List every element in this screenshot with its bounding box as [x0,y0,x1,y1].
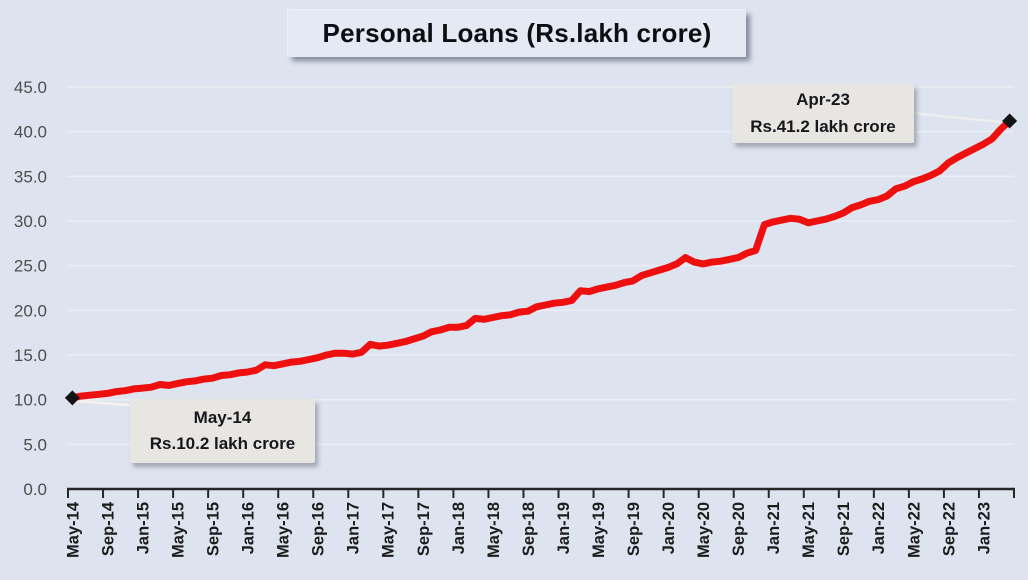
x-tick-label: Jan-17 [345,502,363,554]
chart-title-box: Personal Loans (Rs.lakh crore) [288,10,746,57]
x-tick-label: Jan-23 [975,502,993,554]
x-tick-label: Jan-18 [450,502,468,554]
x-tick-label: Sep-15 [205,502,223,556]
annotation-may14-value: Rs.10.2 lakh crore [149,434,296,453]
marker-diamond-may14 [64,390,80,406]
y-tick-label: 20.0 [14,301,47,320]
callout-leader-may14 [75,399,141,408]
x-tick-label: May-18 [485,502,503,558]
x-tick-label: May-21 [800,502,818,558]
x-tick-label: Jan-19 [555,502,573,554]
y-tick-label: 25.0 [14,257,47,276]
x-tick-label: Sep-20 [730,502,748,556]
x-tick-label: Sep-21 [835,502,853,556]
x-tick-label: May-19 [590,502,608,558]
y-tick-label: 35.0 [14,167,47,186]
annotation-may14-month: May-14 [193,407,252,427]
x-tick-label: May-15 [169,502,187,558]
x-tick-label: Jan-16 [240,502,258,554]
x-tick-label: Jan-20 [660,502,678,554]
x-tick-label: Sep-19 [625,502,643,556]
x-tick-label: Jan-21 [765,502,783,554]
personal-loans-line [68,117,1014,402]
x-tick-label: May-17 [380,502,398,558]
x-tick-label: Sep-22 [940,502,958,556]
annotation-apr23: Apr-23 Rs.41.2 lakh crore [732,84,914,143]
callout-leader-apr23 [911,111,1001,124]
x-tick-label: Sep-17 [415,502,433,556]
chart-title: Personal Loans (Rs.lakh crore) [322,18,712,48]
x-tick-label: May-16 [275,502,293,558]
x-tick-label: Jan-22 [870,502,888,554]
x-tick-label: May-14 [64,501,82,558]
annotation-may14: May-14 Rs.10.2 lakh crore [130,399,315,463]
x-tick-label: May-22 [905,502,923,558]
annotation-apr23-month: Apr-23 [796,90,850,110]
x-tick-label: Jan-15 [134,502,152,554]
x-tick-label: May-20 [695,502,713,558]
y-tick-label: 0.0 [23,480,47,499]
y-tick-label: 40.0 [14,123,47,142]
y-tick-label: 15.0 [14,346,47,365]
x-tick-label: Sep-18 [520,502,538,556]
x-tick-label: Sep-14 [99,501,117,556]
y-tick-label: 10.0 [14,391,47,410]
y-tick-label: 45.0 [14,78,47,97]
annotation-apr23-value: Rs.41.2 lakh crore [750,116,896,136]
y-tick-label: 30.0 [14,212,47,231]
y-tick-label: 5.0 [23,435,47,454]
x-tick-label: Sep-16 [310,502,328,556]
marker-diamond-apr23 [1002,113,1018,129]
